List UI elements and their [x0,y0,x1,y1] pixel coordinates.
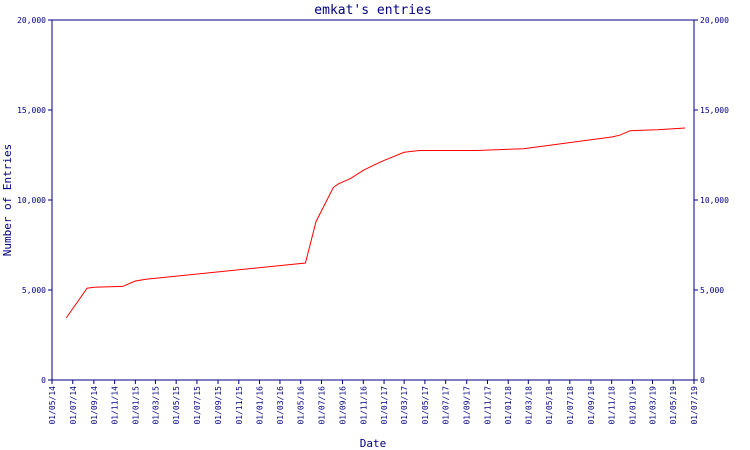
x-tick-label: 01/03/16 [276,386,285,425]
x-tick-label: 01/01/19 [628,386,637,425]
x-tick-label: 01/03/19 [648,386,657,425]
x-tick-label: 01/05/17 [421,386,430,425]
x-tick-label: 01/03/15 [151,386,160,425]
x-tick-label: 01/05/14 [48,386,57,425]
x-tick-label: 01/09/17 [463,386,472,425]
x-tick-label: 01/05/15 [172,386,181,425]
x-tick-label: 01/07/15 [193,386,202,425]
data-line [65,127,686,319]
y2-tick-label: 15,000 [700,106,729,115]
chart-title: emkat's entries [314,3,431,18]
y2-tick-label: 5,000 [700,286,724,295]
x-tick-label: 01/01/18 [504,386,513,425]
x-axis-label: Date [360,437,387,450]
x-tick-label: 01/07/19 [690,386,699,425]
x-tick-label: 01/05/18 [545,386,554,425]
x-tick-label: 01/01/17 [380,386,389,425]
x-tick-label: 01/01/15 [131,386,140,425]
x-tick-label: 01/11/15 [235,386,244,425]
x-tick-label: 01/07/16 [317,386,326,425]
x-tick-label: 01/05/19 [669,386,678,425]
x-tick-label: 01/09/15 [214,386,223,425]
x-tick-label: 01/09/14 [90,386,99,425]
y-tick-label: 0 [41,376,46,385]
y2-tick-label: 20,000 [700,16,729,25]
y-tick-label: 5,000 [22,286,46,295]
y2-tick-label: 0 [700,376,705,385]
x-tick-label: 01/07/14 [69,386,78,425]
x-tick-label: 01/07/17 [442,386,451,425]
x-tick-label: 01/11/18 [608,386,617,425]
y-tick-label: 20,000 [17,16,46,25]
x-tick-label: 01/11/17 [483,386,492,425]
x-tick-label: 01/11/16 [359,386,368,425]
x-tick-label: 01/09/18 [587,386,596,425]
y-tick-label: 10,000 [17,196,46,205]
x-tick-label: 01/03/17 [400,386,409,425]
x-tick-label: 01/09/16 [339,386,348,425]
x-tick-label: 01/03/18 [524,386,533,425]
x-tick-label: 01/11/14 [111,386,120,425]
x-tick-label: 01/01/16 [256,386,265,425]
x-tick-label: 01/05/16 [297,386,306,425]
y-axis-label: Number of Entries [1,144,14,257]
x-tick-label: 01/07/18 [566,386,575,425]
y-tick-label: 15,000 [17,106,46,115]
plot-frame [51,19,695,381]
y2-tick-label: 10,000 [700,196,729,205]
